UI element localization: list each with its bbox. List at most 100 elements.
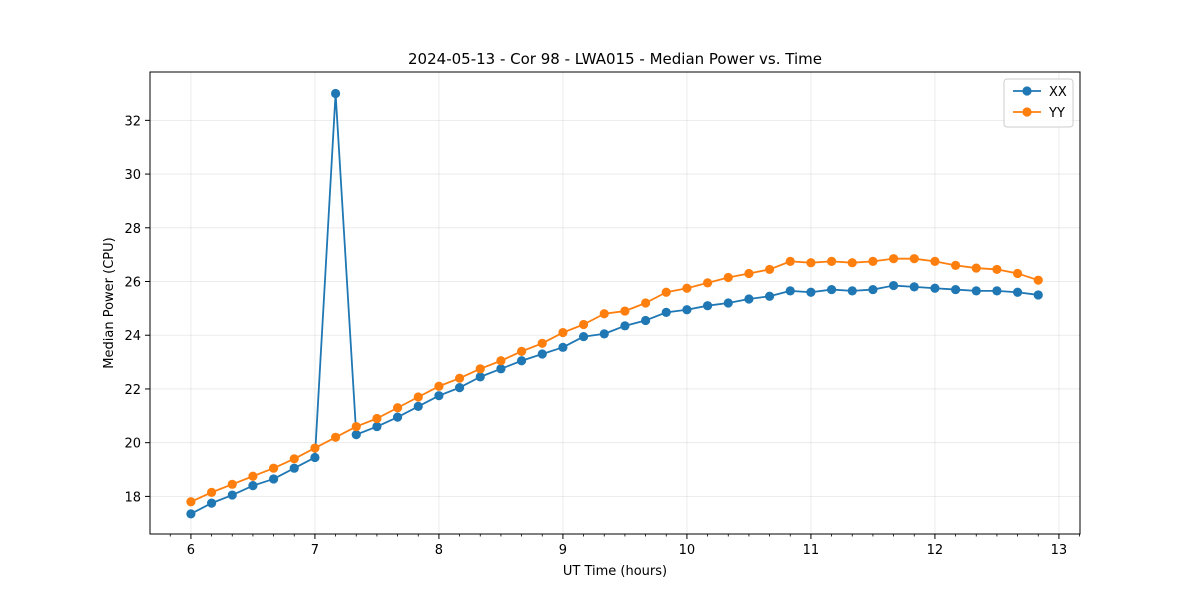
data-point-yy	[826, 256, 837, 266]
data-point-xx	[950, 284, 961, 295]
data-point-xx	[248, 481, 258, 491]
data-point-yy	[992, 264, 1002, 275]
data-point-yy	[537, 338, 547, 348]
series	[186, 88, 1043, 519]
data-point-yy	[248, 471, 258, 481]
y-tick-label: 28	[124, 222, 141, 237]
data-point-yy	[971, 263, 981, 273]
legend-label: YY	[1048, 106, 1065, 121]
data-point-yy	[206, 487, 217, 497]
data-point-xx	[764, 291, 775, 301]
data-point-yy	[888, 254, 899, 264]
data-point-xx	[372, 421, 382, 432]
legend-marker	[1022, 86, 1032, 96]
grid	[150, 72, 1080, 534]
data-point-xx	[578, 331, 589, 342]
data-point-yy	[950, 260, 961, 270]
data-point-yy	[268, 463, 279, 473]
x-tick-label: 6	[187, 543, 195, 558]
data-point-yy	[909, 254, 919, 264]
legend-label: XX	[1049, 85, 1067, 100]
data-point-xx	[620, 321, 630, 331]
y-tick-label: 18	[124, 490, 141, 505]
data-point-xx	[640, 315, 651, 326]
x-axis-label: UT Time (hours)	[563, 564, 667, 579]
data-point-yy	[785, 256, 795, 266]
data-point-xx	[868, 284, 878, 295]
data-point-xx	[186, 509, 196, 519]
data-point-yy	[310, 443, 320, 453]
data-point-xx	[661, 307, 671, 317]
data-point-xx	[475, 372, 485, 382]
y-tick-label: 22	[124, 383, 141, 398]
data-point-xx	[454, 383, 465, 393]
data-point-yy	[640, 298, 651, 308]
data-point-xx	[992, 286, 1002, 296]
data-point-xx	[1033, 290, 1043, 300]
data-point-xx	[599, 329, 609, 339]
data-point-yy	[351, 421, 361, 432]
legend-item-yy: YY	[1013, 106, 1065, 121]
data-point-xx	[227, 490, 237, 500]
data-point-yy	[764, 264, 775, 275]
data-point-yy	[723, 272, 733, 283]
series-xx	[186, 88, 1043, 519]
data-point-xx	[310, 452, 320, 463]
data-point-xx	[826, 284, 837, 295]
data-point-yy	[434, 381, 444, 391]
data-point-xx	[558, 342, 568, 352]
data-point-yy	[599, 309, 609, 319]
series-yy	[186, 254, 1043, 507]
data-point-xx	[909, 282, 919, 292]
data-point-xx	[1012, 287, 1023, 297]
y-tick-label: 26	[124, 276, 141, 291]
data-point-xx	[516, 356, 527, 366]
x-tick-label: 9	[559, 543, 567, 558]
y-axis-label: Median Power (CPU)	[102, 237, 117, 368]
data-point-yy	[227, 479, 237, 489]
data-point-xx	[289, 463, 299, 473]
data-point-yy	[413, 392, 423, 402]
data-point-xx	[268, 474, 279, 484]
x-tick-label: 7	[311, 543, 319, 558]
data-point-yy	[1033, 275, 1043, 285]
data-point-yy	[1012, 268, 1023, 279]
x-tick-label: 10	[679, 543, 696, 558]
data-point-xx	[888, 280, 899, 291]
data-point-xx	[847, 286, 857, 296]
data-point-xx	[413, 401, 423, 412]
data-point-yy	[620, 306, 630, 316]
data-point-yy	[661, 287, 671, 297]
y-tick-label: 30	[124, 168, 141, 183]
x-tick-label: 8	[435, 543, 443, 558]
data-point-xx	[723, 298, 733, 308]
data-point-xx	[330, 88, 341, 99]
data-point-yy	[516, 346, 527, 356]
data-point-xx	[434, 391, 444, 401]
data-point-xx	[537, 349, 547, 359]
data-point-yy	[186, 497, 196, 507]
data-point-yy	[392, 403, 403, 413]
y-tick-label: 20	[124, 437, 141, 452]
data-point-yy	[744, 268, 754, 279]
data-point-yy	[806, 258, 816, 268]
legend-item-xx: XX	[1013, 85, 1067, 100]
axis-ticks: 6 7 8 9 10 11 12 13 18 20 22 24 26 28 30 32	[124, 114, 1080, 558]
data-point-xx	[806, 287, 816, 297]
data-point-xx	[744, 294, 754, 304]
data-point-yy	[454, 373, 465, 383]
data-point-xx	[392, 412, 403, 422]
x-tick-label: 12	[927, 543, 944, 558]
data-point-xx	[930, 283, 940, 293]
data-point-yy	[330, 432, 341, 442]
data-point-xx	[496, 364, 506, 374]
data-point-xx	[206, 498, 217, 508]
data-point-xx	[785, 286, 795, 296]
data-point-yy	[930, 256, 940, 266]
data-point-yy	[578, 319, 589, 330]
x-tick-label: 11	[803, 543, 820, 558]
data-point-yy	[289, 454, 299, 464]
data-point-xx	[971, 286, 981, 296]
